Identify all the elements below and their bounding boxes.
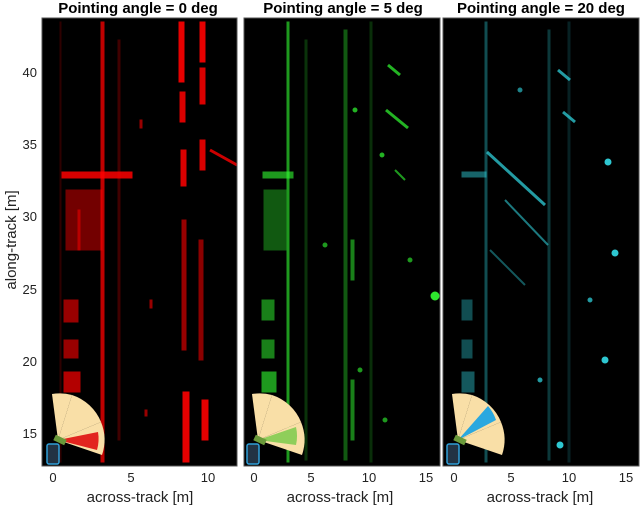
sensor-inset [246,393,305,465]
x-tick: 0 [450,470,457,485]
radar-returns [59,21,238,463]
beam-wedge [58,432,99,450]
panel-title: Pointing angle = 5 deg [263,0,423,17]
x-tick: 5 [507,470,514,485]
plot-area [443,18,639,466]
x-axis-ticks: 0 5 10 15 [450,470,633,485]
x-axis-label: across-track [m] [487,489,594,506]
x-tick: 0 [250,470,257,485]
y-tick: 15 [23,426,37,441]
x-tick: 5 [127,470,134,485]
y-tick: 20 [23,354,37,369]
sensor-inset [46,393,105,465]
x-axis-label: across-track [m] [287,489,394,506]
x-axis-label: across-track [m] [87,489,194,506]
beam-wedge [458,406,496,440]
plot-area [244,18,440,466]
panel-title: Pointing angle = 0 deg [58,0,218,17]
y-tick: 25 [23,282,37,297]
x-tick: 0 [49,470,56,485]
x-tick: 15 [419,470,433,485]
x-axis-ticks: 0 5 10 15 [250,470,433,485]
panel-5deg: Pointing angle = 5 deg [243,0,441,506]
fov-fan-icon [58,395,101,440]
y-tick: 35 [23,137,37,152]
y-tick: 40 [23,65,37,80]
fov-fan-icon [258,395,301,440]
y-tick: 30 [23,209,37,224]
panel-title: Pointing angle = 20 deg [457,0,625,17]
x-tick: 10 [201,470,215,485]
vehicle-icon [246,443,260,465]
x-tick: 10 [362,470,376,485]
y-axis-ticks: 15 20 25 30 35 40 [23,65,37,441]
panel-0deg: Pointing angle = 0 deg [41,0,238,506]
sensor-inset [446,393,505,465]
beam-wedge [258,427,298,445]
x-tick: 15 [619,470,633,485]
vehicle-icon [446,443,460,465]
x-tick: 5 [307,470,314,485]
panel-20deg: Pointing angle = 20 deg [442,0,640,506]
x-tick: 10 [562,470,576,485]
y-axis-label: along-track [m] [3,190,20,289]
vehicle-icon [46,443,60,465]
radar-returns [261,21,440,463]
radar-returns [461,21,619,463]
x-axis-ticks: 0 5 10 [49,470,215,485]
